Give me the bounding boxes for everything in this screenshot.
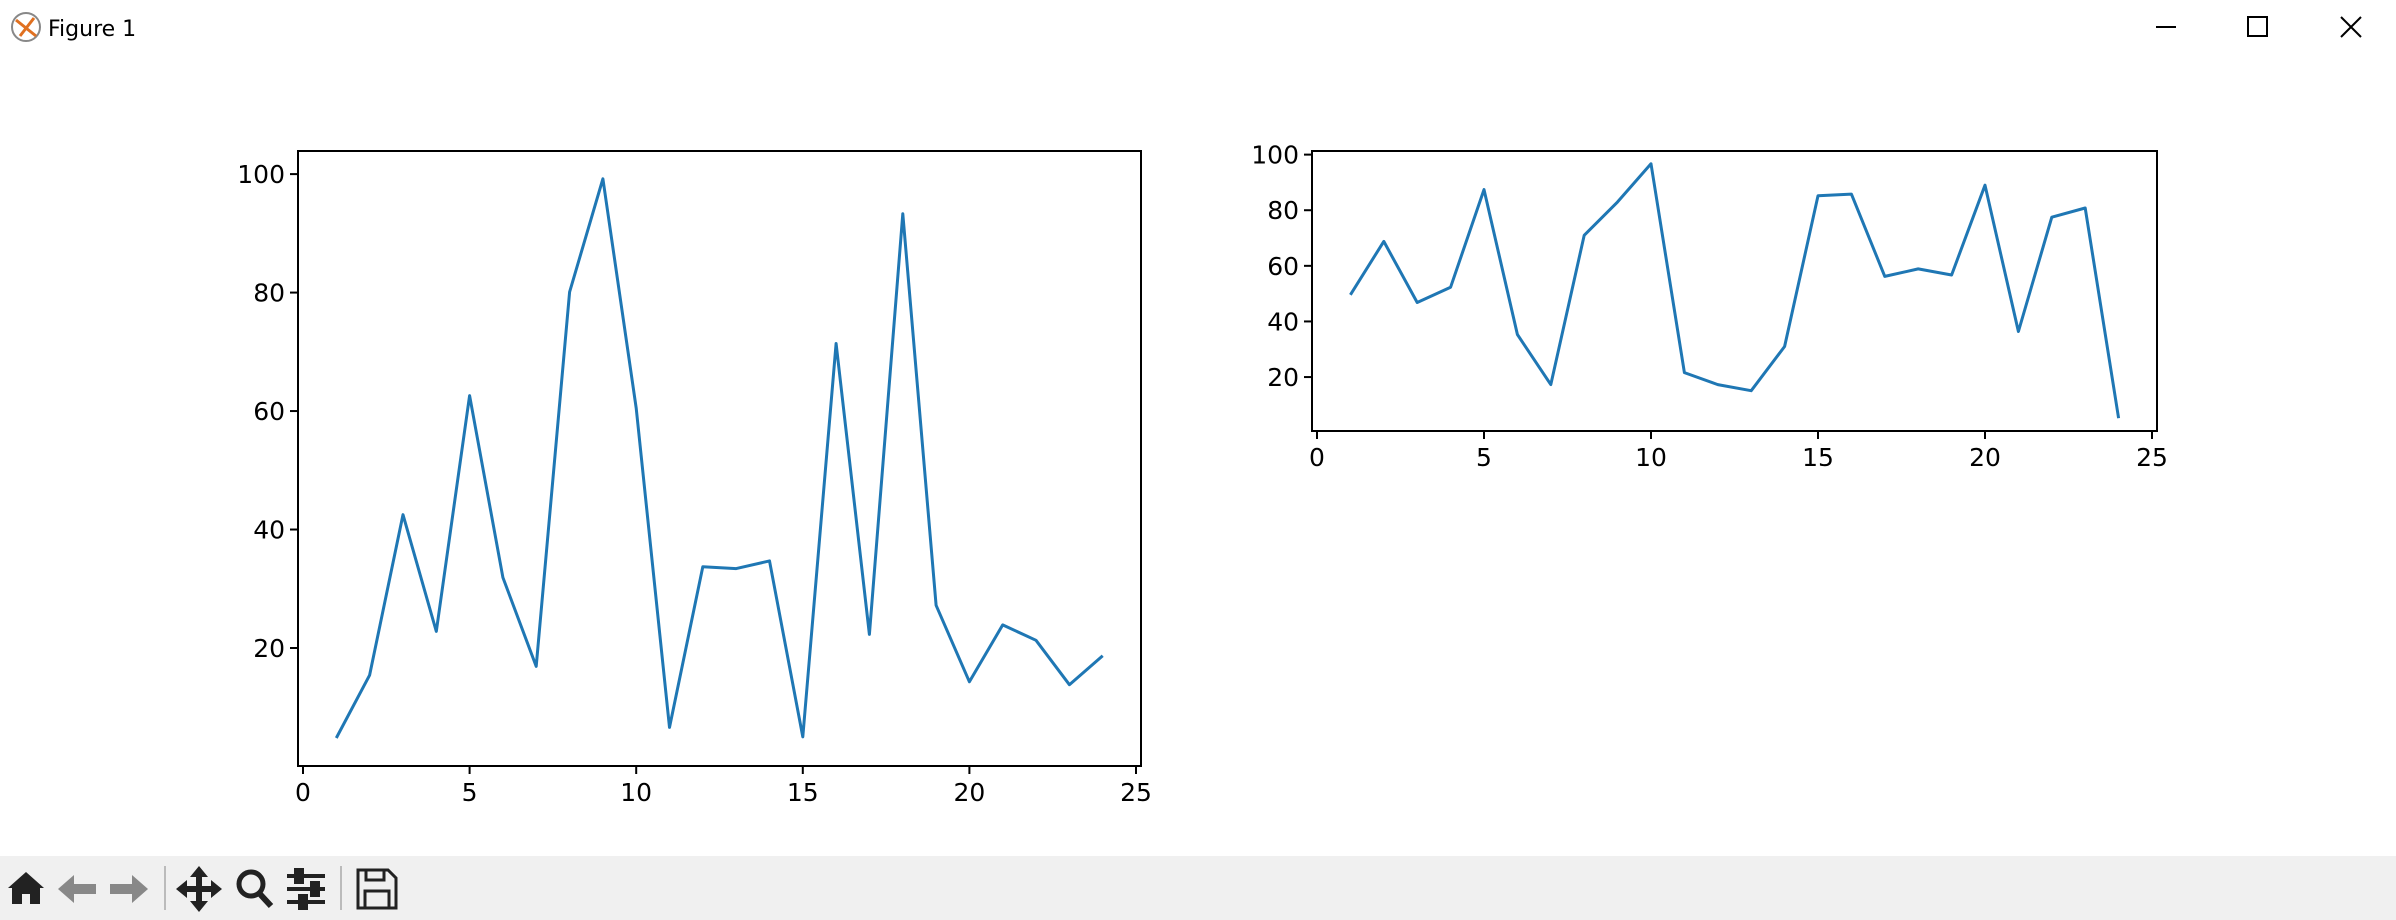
toolbar <box>0 856 2396 920</box>
maximize-button[interactable] <box>2247 16 2268 37</box>
y-tick-label: 60 <box>1267 252 1299 281</box>
axes-frame <box>1311 150 2158 432</box>
x-tick-label: 5 <box>462 778 478 807</box>
x-tick-label: 5 <box>1476 443 1492 472</box>
forward-button[interactable] <box>110 875 148 903</box>
x-tick-label: 0 <box>1309 443 1325 472</box>
x-tick-label: 25 <box>1120 778 1152 807</box>
y-tick-label: 100 <box>1251 141 1299 170</box>
data-line <box>334 177 1104 739</box>
x-tick-label: 10 <box>620 778 652 807</box>
x-tick-label: 15 <box>787 778 819 807</box>
y-tick-label: 60 <box>253 397 285 426</box>
data-line <box>1349 162 2121 419</box>
home-button[interactable] <box>8 872 44 904</box>
app-icon <box>11 12 41 42</box>
x-tick-label: 20 <box>953 778 985 807</box>
y-tick-label: 20 <box>1267 363 1299 392</box>
configure-button[interactable] <box>287 868 325 910</box>
x-tick-label: 10 <box>1635 443 1667 472</box>
save-button[interactable] <box>356 868 398 910</box>
zoom-button[interactable] <box>236 869 274 909</box>
y-tick-label: 20 <box>253 634 285 663</box>
pan-button[interactable] <box>176 866 222 912</box>
y-tick-label: 40 <box>1267 307 1299 336</box>
y-tick-label: 80 <box>253 279 285 308</box>
close-button[interactable] <box>2340 16 2362 38</box>
y-tick-label: 40 <box>253 516 285 545</box>
x-tick-label: 20 <box>1969 443 2001 472</box>
x-tick-label: 0 <box>295 778 311 807</box>
back-button[interactable] <box>58 875 96 903</box>
y-tick-label: 80 <box>1267 196 1299 225</box>
y-tick-label: 100 <box>237 160 285 189</box>
axes-frame <box>297 150 1142 767</box>
x-tick-label: 25 <box>2136 443 2168 472</box>
x-tick-label: 15 <box>1802 443 1834 472</box>
window-title: Figure 1 <box>48 17 136 42</box>
